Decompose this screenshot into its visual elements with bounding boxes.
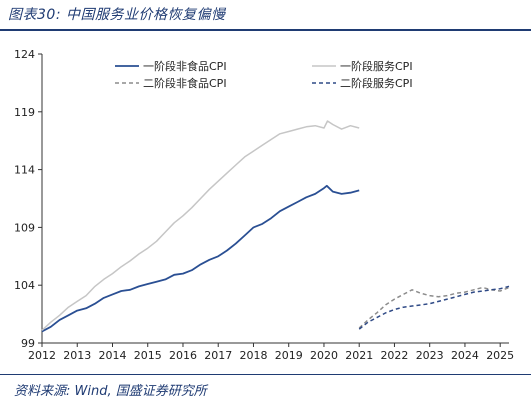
x-tick-label: 2012: [28, 349, 56, 362]
source-note: 资料来源: Wind, 国盛证券研究所: [14, 384, 207, 399]
x-tick-label: 2023: [416, 349, 444, 362]
y-tick-label: 119: [14, 106, 35, 119]
legend-label-1: 一阶段非食品CPI: [143, 59, 227, 73]
y-tick-label: 99: [21, 337, 35, 350]
x-tick-label: 2021: [345, 349, 373, 362]
figure-title: 图表30: 中国服务业价格恢复偏慢: [8, 7, 226, 23]
series-line-4: [358, 285, 510, 330]
x-tick-label: 2013: [63, 349, 91, 362]
series-line-3: [358, 286, 510, 329]
legend-label-4: 二阶段服务CPI: [340, 76, 413, 90]
y-tick-label: 109: [14, 221, 35, 234]
plot-lines: [41, 120, 510, 333]
y-tick-label: 124: [14, 48, 35, 61]
title-divider: [0, 29, 531, 31]
series-line-2: [41, 120, 360, 331]
y-tick-label: 114: [14, 164, 35, 177]
legend-label-3: 二阶段非食品CPI: [143, 76, 227, 90]
x-tick-label: 2015: [134, 349, 162, 362]
x-tick-label: 2018: [239, 349, 267, 362]
x-tick-label: 2024: [451, 349, 479, 362]
series-line-1: [41, 184, 360, 333]
x-tick-label: 2019: [275, 349, 303, 362]
y-tick-label: 104: [14, 279, 35, 292]
chart-legend: 一阶段非食品CPI 一阶段服务CPI 二阶段非食品CPI 二阶段服务CPI: [115, 59, 413, 90]
x-tick-label: 2025: [486, 349, 514, 362]
x-tick-label: 2014: [98, 349, 126, 362]
source-divider: [0, 374, 531, 375]
x-tick-label: 2016: [169, 349, 197, 362]
chart-axes: 99 104 109 114 119 124 2012 2013 2014 2015 2016 201…: [14, 48, 514, 362]
x-tick-label: 2022: [380, 349, 408, 362]
x-tick-label: 2020: [310, 349, 338, 362]
legend-label-2: 一阶段服务CPI: [340, 59, 413, 73]
x-tick-label: 2017: [204, 349, 232, 362]
